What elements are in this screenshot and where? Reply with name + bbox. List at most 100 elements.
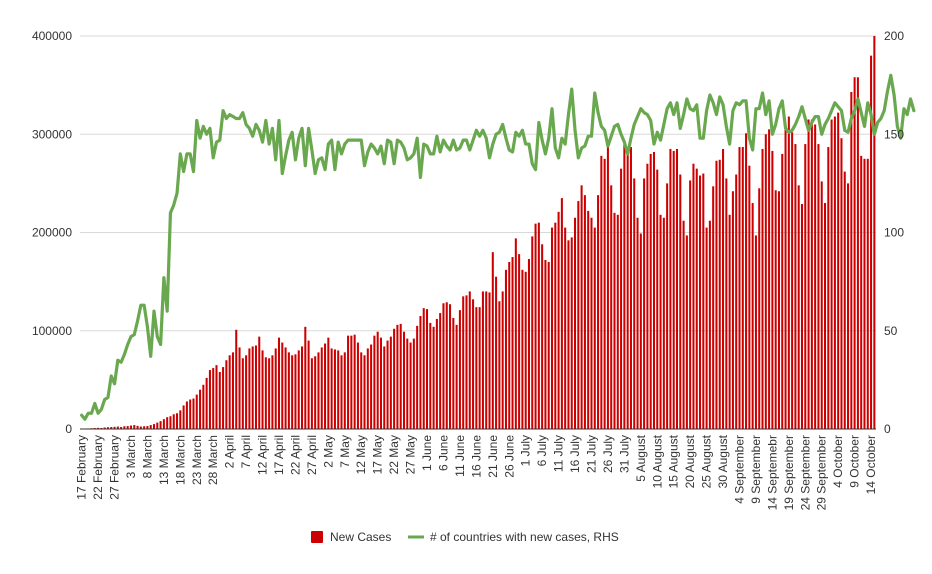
bar-new-cases xyxy=(699,175,702,429)
bar-new-cases xyxy=(261,350,264,429)
bar-new-cases xyxy=(692,163,695,429)
bar-new-cases xyxy=(758,188,761,429)
bar-new-cases xyxy=(544,260,547,429)
bar-new-cases xyxy=(725,178,728,429)
bar-new-cases xyxy=(485,291,488,429)
x-tick-label: 6 June xyxy=(436,435,450,471)
bar-new-cases xyxy=(557,211,560,429)
x-tick-label: 21 June xyxy=(486,435,500,478)
bar-new-cases xyxy=(475,307,478,429)
x-tick-label: 27 April xyxy=(305,435,319,475)
bar-new-cases xyxy=(116,426,119,429)
bar-new-cases xyxy=(643,178,646,429)
bar-new-cases xyxy=(192,398,195,429)
bar-new-cases xyxy=(751,203,754,429)
bar-new-cases xyxy=(379,337,382,429)
x-tick-label: 22 February xyxy=(91,435,105,500)
bar-new-cases xyxy=(468,291,471,429)
legend-item-new-cases[interactable]: New Cases xyxy=(311,530,391,544)
bar-new-cases xyxy=(652,151,655,429)
bar-new-cases xyxy=(629,147,632,429)
bar-new-cases xyxy=(406,338,409,429)
x-tick-label: 12 May xyxy=(354,435,368,474)
bar-new-cases xyxy=(129,425,132,429)
bar-new-cases xyxy=(294,354,297,429)
bar-new-cases xyxy=(264,357,267,429)
x-tick-label: 11 June xyxy=(453,435,467,477)
x-tick-label: 2 April xyxy=(223,435,237,468)
bar-new-cases xyxy=(728,214,731,429)
bar-new-cases xyxy=(360,352,363,429)
bar-new-cases xyxy=(383,346,386,429)
bar-new-cases xyxy=(231,352,234,429)
bar-new-cases xyxy=(771,150,774,429)
bar-new-cases xyxy=(212,368,215,429)
bar-new-cases xyxy=(570,237,573,429)
bar-new-cases xyxy=(439,313,442,429)
bar-new-cases xyxy=(218,372,221,429)
bar-new-cases xyxy=(574,217,577,429)
bar-new-cases xyxy=(422,308,425,429)
bar-new-cases xyxy=(564,227,567,429)
bar-new-cases xyxy=(202,384,205,429)
right-y-tick-label: 0 xyxy=(884,422,891,436)
bar-new-cases xyxy=(258,336,261,429)
bar-new-cases xyxy=(215,365,218,429)
x-tick-label: 16 June xyxy=(469,435,483,478)
x-tick-label: 11 July xyxy=(552,435,566,472)
bar-new-cases xyxy=(179,410,182,429)
bar-new-cases xyxy=(310,358,313,429)
bar-new-cases xyxy=(333,349,336,429)
bar-new-cases xyxy=(307,340,310,429)
x-tick-label: 17 February xyxy=(75,435,89,500)
bar-new-cases xyxy=(639,233,642,429)
x-tick-label: 15 August xyxy=(667,434,681,488)
bar-new-cases xyxy=(837,112,840,429)
bar-new-cases xyxy=(731,191,734,429)
bar-new-cases xyxy=(488,292,491,429)
x-tick-label: 14 October xyxy=(864,435,878,494)
bar-new-cases xyxy=(511,257,514,429)
bar-new-cases xyxy=(462,296,465,429)
new-cases-bars xyxy=(80,36,876,430)
bar-new-cases xyxy=(626,148,629,430)
bar-new-cases xyxy=(370,344,373,429)
x-tick-label: 19 September xyxy=(782,435,796,510)
bar-new-cases xyxy=(472,299,475,429)
bar-new-cases xyxy=(205,377,208,429)
bar-new-cases xyxy=(610,185,613,429)
bar-new-cases xyxy=(531,236,534,429)
bar-new-cases xyxy=(113,426,116,429)
x-tick-label: 5 August xyxy=(634,434,648,481)
x-tick-label: 7 April xyxy=(239,435,253,468)
bar-new-cases xyxy=(646,163,649,429)
bar-new-cases xyxy=(330,348,333,429)
x-tick-label: 17 April xyxy=(272,435,286,475)
bar-new-cases xyxy=(866,158,869,429)
x-tick-label: 6 July xyxy=(535,435,549,466)
bar-new-cases xyxy=(416,325,419,429)
bar-new-cases xyxy=(120,427,123,429)
x-tick-label: 31 July xyxy=(617,435,631,473)
countries-line-layer xyxy=(80,73,916,421)
legend-item-countries[interactable]: # of countries with new cases, RHS xyxy=(408,530,619,544)
bar-new-cases xyxy=(718,159,721,430)
bar-new-cases xyxy=(133,425,136,429)
bar-new-cases xyxy=(166,417,169,429)
bar-new-cases xyxy=(702,173,705,429)
bar-new-cases xyxy=(495,276,498,429)
bar-new-cases xyxy=(402,331,406,429)
bar-new-cases xyxy=(554,222,557,429)
bar-new-cases xyxy=(222,367,225,429)
bar-new-cases xyxy=(277,337,281,429)
bar-new-cases xyxy=(185,401,188,429)
bar-new-cases xyxy=(807,119,810,429)
bar-new-cases xyxy=(669,148,672,430)
bar-new-cases xyxy=(830,119,833,429)
bar-new-cases xyxy=(603,158,606,429)
bar-new-cases xyxy=(518,254,521,429)
bar-new-cases xyxy=(850,92,853,429)
bar-new-cases xyxy=(524,271,527,429)
bar-new-cases xyxy=(393,328,396,429)
